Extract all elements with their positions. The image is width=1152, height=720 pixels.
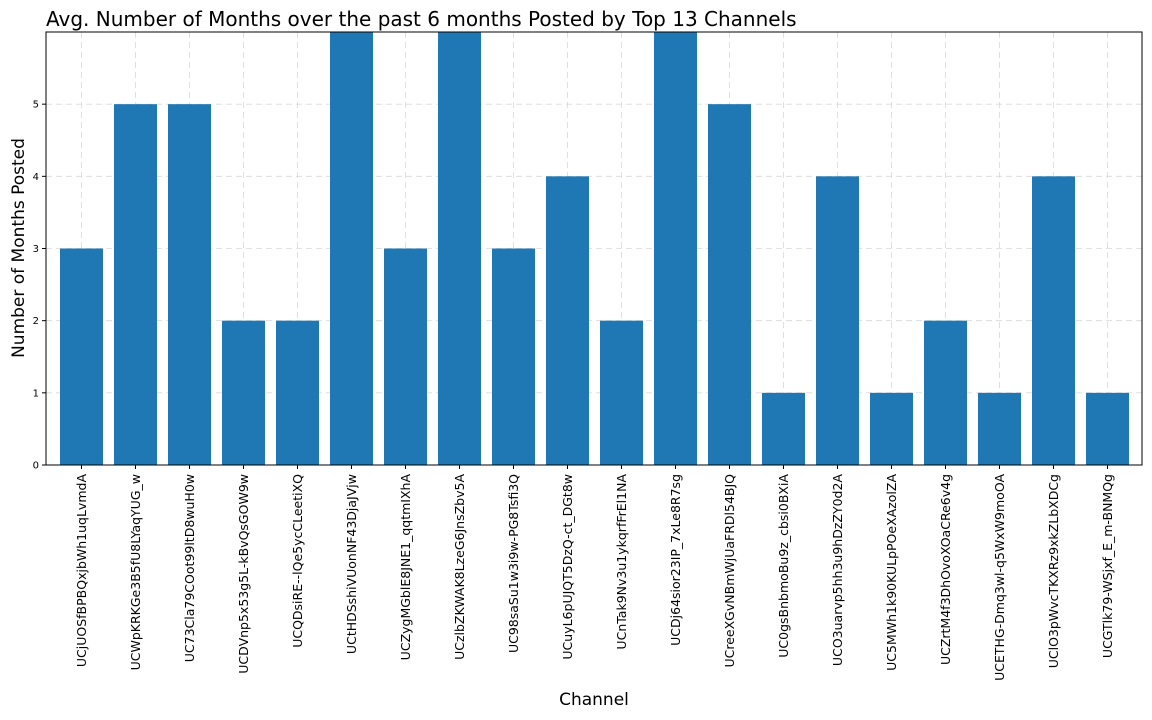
bar [762,392,805,465]
y-tick-label: 2 [33,316,39,327]
x-tick-label: UCnTak9Nv3u1ykqrfFrEl1NA [614,474,629,650]
bars [60,32,1129,466]
x-tick-label: UCGTlk79-WSjxf_E_m-BNMQg [1100,474,1115,658]
x-tick-label: UCO3uarvp5hh3u9hDzZY0d2A [830,474,845,666]
bar [60,248,103,465]
x-tick-label: UCZygMGblE8JNE1_qqtmIXhA [398,474,413,661]
bar [654,32,697,465]
x-tick-label: UCtHDSshiVUonNF43DjaJVjw [344,474,359,654]
bar [978,392,1021,465]
bar [168,104,211,466]
x-tick-label: UCreeXGvNBmWjUaFRDl54BJQ [722,474,737,668]
x-tick-label: UCzlbZKWAK8LzeG6JnsZbv5A [452,474,467,660]
y-tick-label: 1 [33,388,39,399]
bar [600,320,643,465]
bar [114,104,157,466]
bar [222,320,265,465]
y-tick-label: 4 [33,172,39,183]
y-axis-ticks: 0 1 2 3 4 5 [33,100,46,472]
bar [924,320,967,465]
bar [708,104,751,466]
bar [276,320,319,465]
bar [1032,176,1075,466]
x-tick-label: UCjUOSfBPBQxjbWh1uqLvmdA [74,474,89,668]
x-axis-label: Channel [559,690,629,710]
chart-title: Avg. Number of Months over the past 6 mo… [46,7,797,31]
bar [384,248,427,465]
x-tick-label: UCuyL6pUJQT5DzQ-ct_DGt8w [560,474,575,660]
bar [330,32,373,465]
bar [816,176,859,466]
x-tick-label: UCQDsiRE--lQe5ycCLeetiXQ [290,474,305,648]
x-tick-label: UC73Cla79COot99ltD8wuH0w [182,474,197,662]
y-axis-label: Number of Months Posted [9,138,29,358]
bar [492,248,535,465]
y-tick-label: 3 [33,244,39,255]
bar [870,392,913,465]
x-tick-label: UCWpKRKGe3B5fU8LYaqYUG_w [128,474,143,670]
x-tick-label: UCETHG-Dmq3wl-q5WxW9moOA [992,474,1007,681]
x-tick-label: UC98saSu1w3i9w-PG8Tsfi3Q [506,474,521,653]
x-tick-label: UCDVnp5x53g5L-kBvQsGOW9w [236,474,251,674]
bar [1086,392,1129,465]
x-axis-ticks: UCjUOSfBPBQxjbWh1uqLvmdA UCWpKRKGe3B5fU8L… [74,465,1115,681]
x-tick-label: UClO3pWvcTKXRz9xkZLbXDCg [1046,474,1061,668]
y-tick-label: 5 [33,100,39,111]
y-tick-label: 0 [33,461,39,472]
bar [438,32,481,465]
x-tick-label: UCDj64sior23IP_7xLe8R7sg [668,474,683,646]
x-tick-label: UC0gsBnbmoBu9z_cbsi0BXiA [776,474,791,658]
bar [546,176,589,466]
x-tick-label: UC5MWh1k90KULpPOeXAzolZA [884,474,899,671]
x-tick-label: UCZrtM4f3DhOvoXOaCRe6v4g [938,474,953,665]
